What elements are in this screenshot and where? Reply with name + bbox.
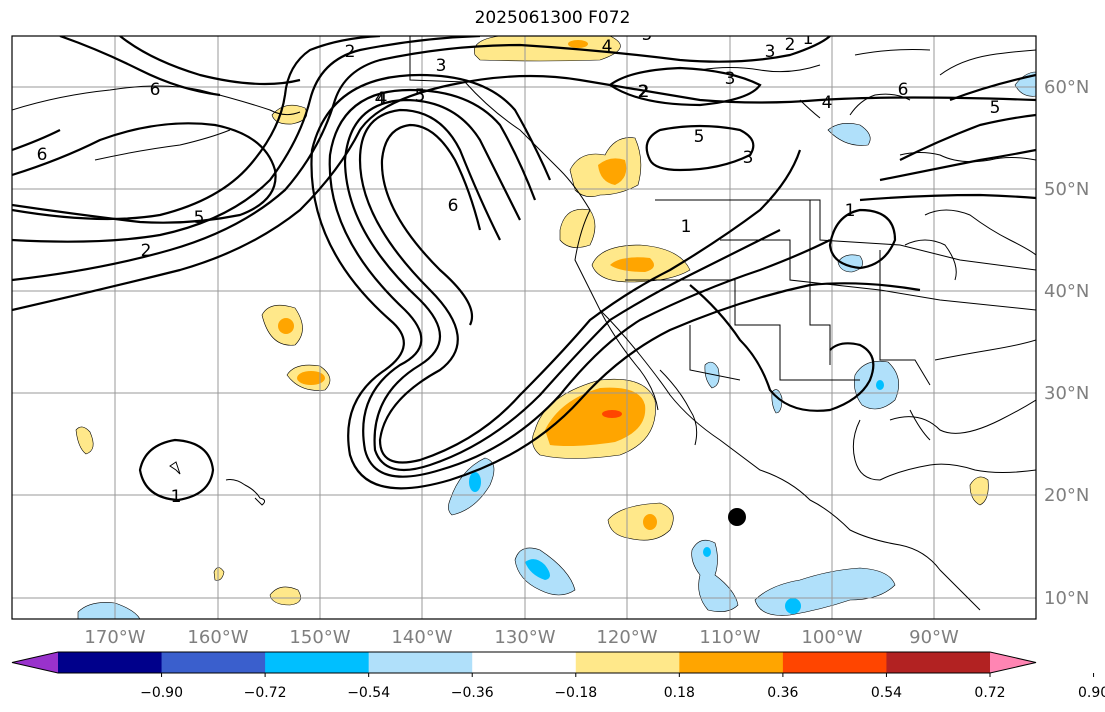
lon-tick-label: 140°W	[391, 627, 452, 648]
contour-label: 3	[725, 69, 736, 89]
colorbar: −0.90 −0.72 −0.54 −0.36 −0.18 0.18 0.36 0.54 0.7…	[11, 651, 1105, 701]
coastlines	[12, 36, 1036, 611]
contour-label: 2	[141, 241, 152, 261]
lat-tick-label: 60°N	[1044, 77, 1089, 98]
contour-label: 6	[150, 80, 161, 100]
colorbar-tick-label: 0.54	[871, 685, 902, 701]
contour-label: 5	[642, 25, 653, 45]
graticule	[12, 36, 1036, 619]
contour-label: 5	[415, 86, 426, 106]
lat-tick-label: 50°N	[1044, 179, 1089, 200]
lon-tick-label: 130°W	[494, 627, 555, 648]
contour-label: 2	[638, 82, 649, 102]
contour-label: 4	[602, 37, 613, 57]
contour-label: 5	[694, 127, 705, 147]
contour-label: 6	[448, 196, 459, 216]
colorbar-segment	[58, 652, 163, 673]
colorbar-tick-label: 0.72	[974, 685, 1005, 701]
colorbar-segment	[161, 652, 266, 673]
contour-label: 1	[681, 217, 692, 237]
contour-label: 2	[345, 42, 356, 62]
colorbar-tick-label: 0.18	[664, 685, 695, 701]
lon-tick-label: 100°W	[801, 627, 862, 648]
colorbar-segment	[265, 652, 370, 673]
contour-label: 2	[785, 35, 796, 55]
contour-label: 5	[990, 98, 1001, 118]
contour-label: 5	[194, 208, 205, 228]
contour-label: 1	[845, 201, 856, 221]
lat-tick-label: 40°N	[1044, 281, 1089, 302]
contour-lines	[12, 36, 1036, 502]
colorbar-extend-min	[12, 652, 58, 673]
colorbar-segment	[575, 652, 680, 673]
colorbar-tick-label: −0.18	[554, 685, 597, 701]
contour-label: 4	[377, 89, 388, 109]
colorbar-tick-label: 0.36	[767, 685, 798, 701]
contour-label: 2	[639, 82, 650, 102]
contour-label: 6	[37, 145, 48, 165]
lon-tick-label: 150°W	[289, 627, 350, 648]
colorbar-segment	[368, 652, 473, 673]
contour-label: 3	[436, 56, 447, 76]
contour-label: 6	[898, 80, 909, 100]
colorbar-segment	[782, 652, 887, 673]
colorbar-tick-label: −0.54	[347, 685, 390, 701]
colorbar-segment	[886, 652, 991, 673]
colorbar-segment	[679, 652, 784, 673]
colorbar-tick-label: −0.72	[244, 685, 287, 701]
contour-label: 4	[375, 89, 386, 109]
lon-tick-label: 90°W	[909, 627, 959, 648]
colorbar-outline	[11, 651, 1037, 674]
colorbar-tick-label: −0.36	[451, 685, 494, 701]
contour-label: 3	[765, 42, 776, 62]
anomaly-fills	[75, 36, 1036, 619]
map-frame	[11, 35, 1037, 620]
lat-tick-label: 20°N	[1044, 485, 1089, 506]
lon-tick-label: 120°W	[596, 627, 657, 648]
lat-tick-label: 30°N	[1044, 383, 1089, 404]
contour-label: 3	[743, 148, 754, 168]
lat-tick-label: 10°N	[1044, 588, 1089, 609]
lon-tick-label: 160°W	[187, 627, 248, 648]
contour-label: 1	[803, 29, 814, 49]
colorbar-tick-label: −0.90	[140, 685, 183, 701]
lon-tick-label: 170°W	[84, 627, 145, 648]
storm-marker	[728, 508, 746, 526]
contour-label: 1	[171, 487, 182, 507]
colorbar-extend-max	[990, 652, 1036, 673]
colorbar-tick-label: 0.90	[1078, 685, 1105, 701]
colorbar-segment	[472, 652, 577, 673]
map-title: 2025061300 F072	[474, 8, 631, 28]
lon-tick-label: 110°W	[699, 627, 760, 648]
contour-label: 4	[822, 93, 833, 113]
